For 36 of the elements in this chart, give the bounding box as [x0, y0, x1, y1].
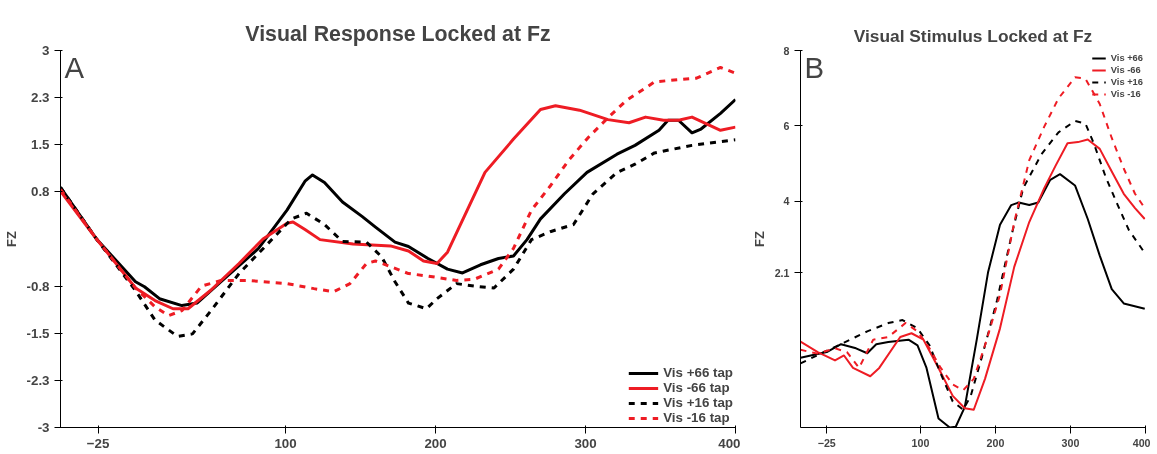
y-tick-label: -3 [37, 420, 50, 435]
x-tick-label: −25 [86, 435, 110, 451]
annotation: B [804, 50, 825, 84]
y-tick-label: 2.1 [774, 266, 790, 279]
x-tick-label: 300 [1061, 436, 1080, 449]
y-tick-label: 6 [783, 119, 790, 132]
y-tick-label: 8 [783, 44, 790, 57]
x-tick-label: 100 [274, 435, 297, 451]
y-tick-label: -2.3 [26, 372, 50, 388]
y-axis-title: FZ [3, 231, 19, 247]
y-tick-label: 1.5 [30, 137, 51, 153]
annotation: A [64, 50, 85, 84]
y-tick-label: 3 [42, 43, 50, 58]
x-tick-label: 200 [986, 436, 1005, 449]
y-tick-label: -0.8 [26, 278, 50, 294]
legend-label: Vis -16 [1110, 88, 1141, 100]
y-axis-title: FZ [751, 231, 767, 247]
legend-label: Vis +66 [1110, 52, 1143, 64]
x-tick-label: 400 [1132, 436, 1151, 449]
x-tick-label: 100 [911, 436, 930, 449]
x-tick-label: −25 [817, 436, 836, 449]
legend-label: Vis -16 tap [663, 410, 730, 425]
x-tick-label: 400 [718, 435, 741, 451]
x-tick-label: 300 [574, 435, 597, 451]
legend-label: Vis +16 tap [663, 395, 733, 410]
x-tick-label: 200 [424, 435, 447, 451]
y-tick-label: 2.3 [30, 90, 50, 106]
legend-label: Vis -66 [1110, 64, 1141, 76]
legend-label: Vis +16 [1110, 76, 1143, 88]
y-tick-label: 0.8 [30, 184, 50, 200]
legend-label: Vis -66 tap [663, 380, 730, 395]
chart-title: Visual Stimulus Locked at Fz [853, 25, 1093, 46]
legend-label: Vis +66 tap [663, 365, 733, 380]
y-tick-label: -1.5 [26, 325, 51, 341]
y-tick-label: 4 [783, 195, 790, 208]
chart-title: Visual Response Locked at Fz [245, 21, 551, 46]
